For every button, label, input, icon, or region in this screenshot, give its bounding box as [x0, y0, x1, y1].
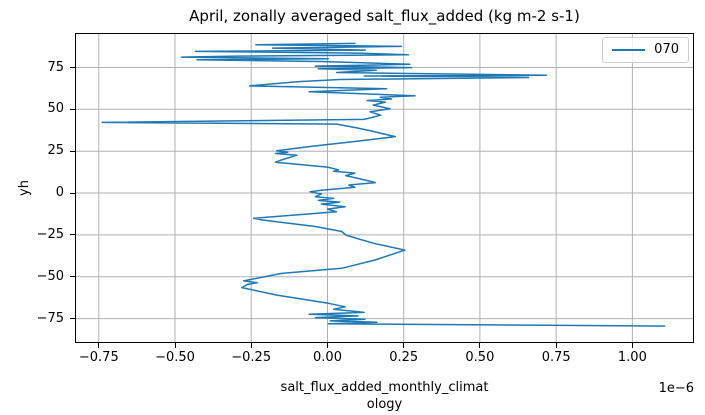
- y-tick-mark: [70, 318, 75, 320]
- legend-label: 070: [654, 42, 679, 57]
- y-tick-label: 75: [47, 59, 64, 75]
- x-tick-mark: [479, 343, 481, 348]
- chart-canvas: [75, 33, 694, 343]
- y-axis-ticks: 75 50 25 0 −25 −50 −75: [0, 33, 75, 343]
- y-tick-label: 0: [55, 185, 64, 200]
- y-tick-label: −75: [36, 310, 64, 326]
- y-tick-label: −25: [36, 226, 64, 242]
- x-axis-label-line2: ology: [366, 397, 403, 412]
- x-tick-label: −0.75: [78, 350, 119, 365]
- x-axis-offset-text: 1e−6: [658, 381, 694, 396]
- x-tick-mark: [327, 343, 328, 348]
- plot-area: 070: [75, 33, 694, 343]
- y-tick-mark: [70, 108, 75, 110]
- y-tick-mark: [70, 234, 75, 236]
- y-tick-mark: [70, 192, 75, 194]
- x-tick-mark: [250, 343, 252, 348]
- x-axis-ticks: −0.75 −0.50 −0.25 0.00 0.25 0.50 0.75 1.00: [75, 343, 694, 373]
- legend: 070: [602, 37, 689, 63]
- x-tick-label: 0.25: [389, 350, 419, 365]
- x-axis-label: salt_flux_added_monthly_climat ology: [75, 379, 694, 413]
- data-line: [101, 42, 666, 327]
- x-axis-label-line1: salt_flux_added_monthly_climat: [280, 380, 489, 395]
- y-tick-mark: [70, 150, 75, 152]
- axes-frame: [75, 33, 694, 343]
- x-tick-label: −0.25: [231, 350, 272, 365]
- x-tick-label: 1.00: [617, 350, 647, 365]
- x-tick-mark: [403, 343, 405, 348]
- y-tick-label: 50: [47, 101, 64, 117]
- x-tick-label: 0.75: [541, 350, 571, 365]
- chart-title: April, zonally averaged salt_flux_added …: [189, 7, 580, 25]
- x-tick-mark: [98, 343, 100, 348]
- y-tick-label: 25: [47, 143, 64, 159]
- x-tick-label: −0.50: [155, 350, 195, 365]
- x-tick-label: 0.50: [465, 350, 495, 365]
- x-tick-mark: [174, 343, 176, 348]
- y-tick-label: −50: [36, 268, 64, 284]
- x-tick-label: 0.00: [313, 350, 342, 365]
- y-tick-mark: [70, 67, 75, 68]
- x-tick-mark: [631, 343, 633, 348]
- x-tick-mark: [555, 343, 557, 348]
- legend-line-sample: [612, 49, 646, 51]
- y-tick-mark: [70, 276, 75, 278]
